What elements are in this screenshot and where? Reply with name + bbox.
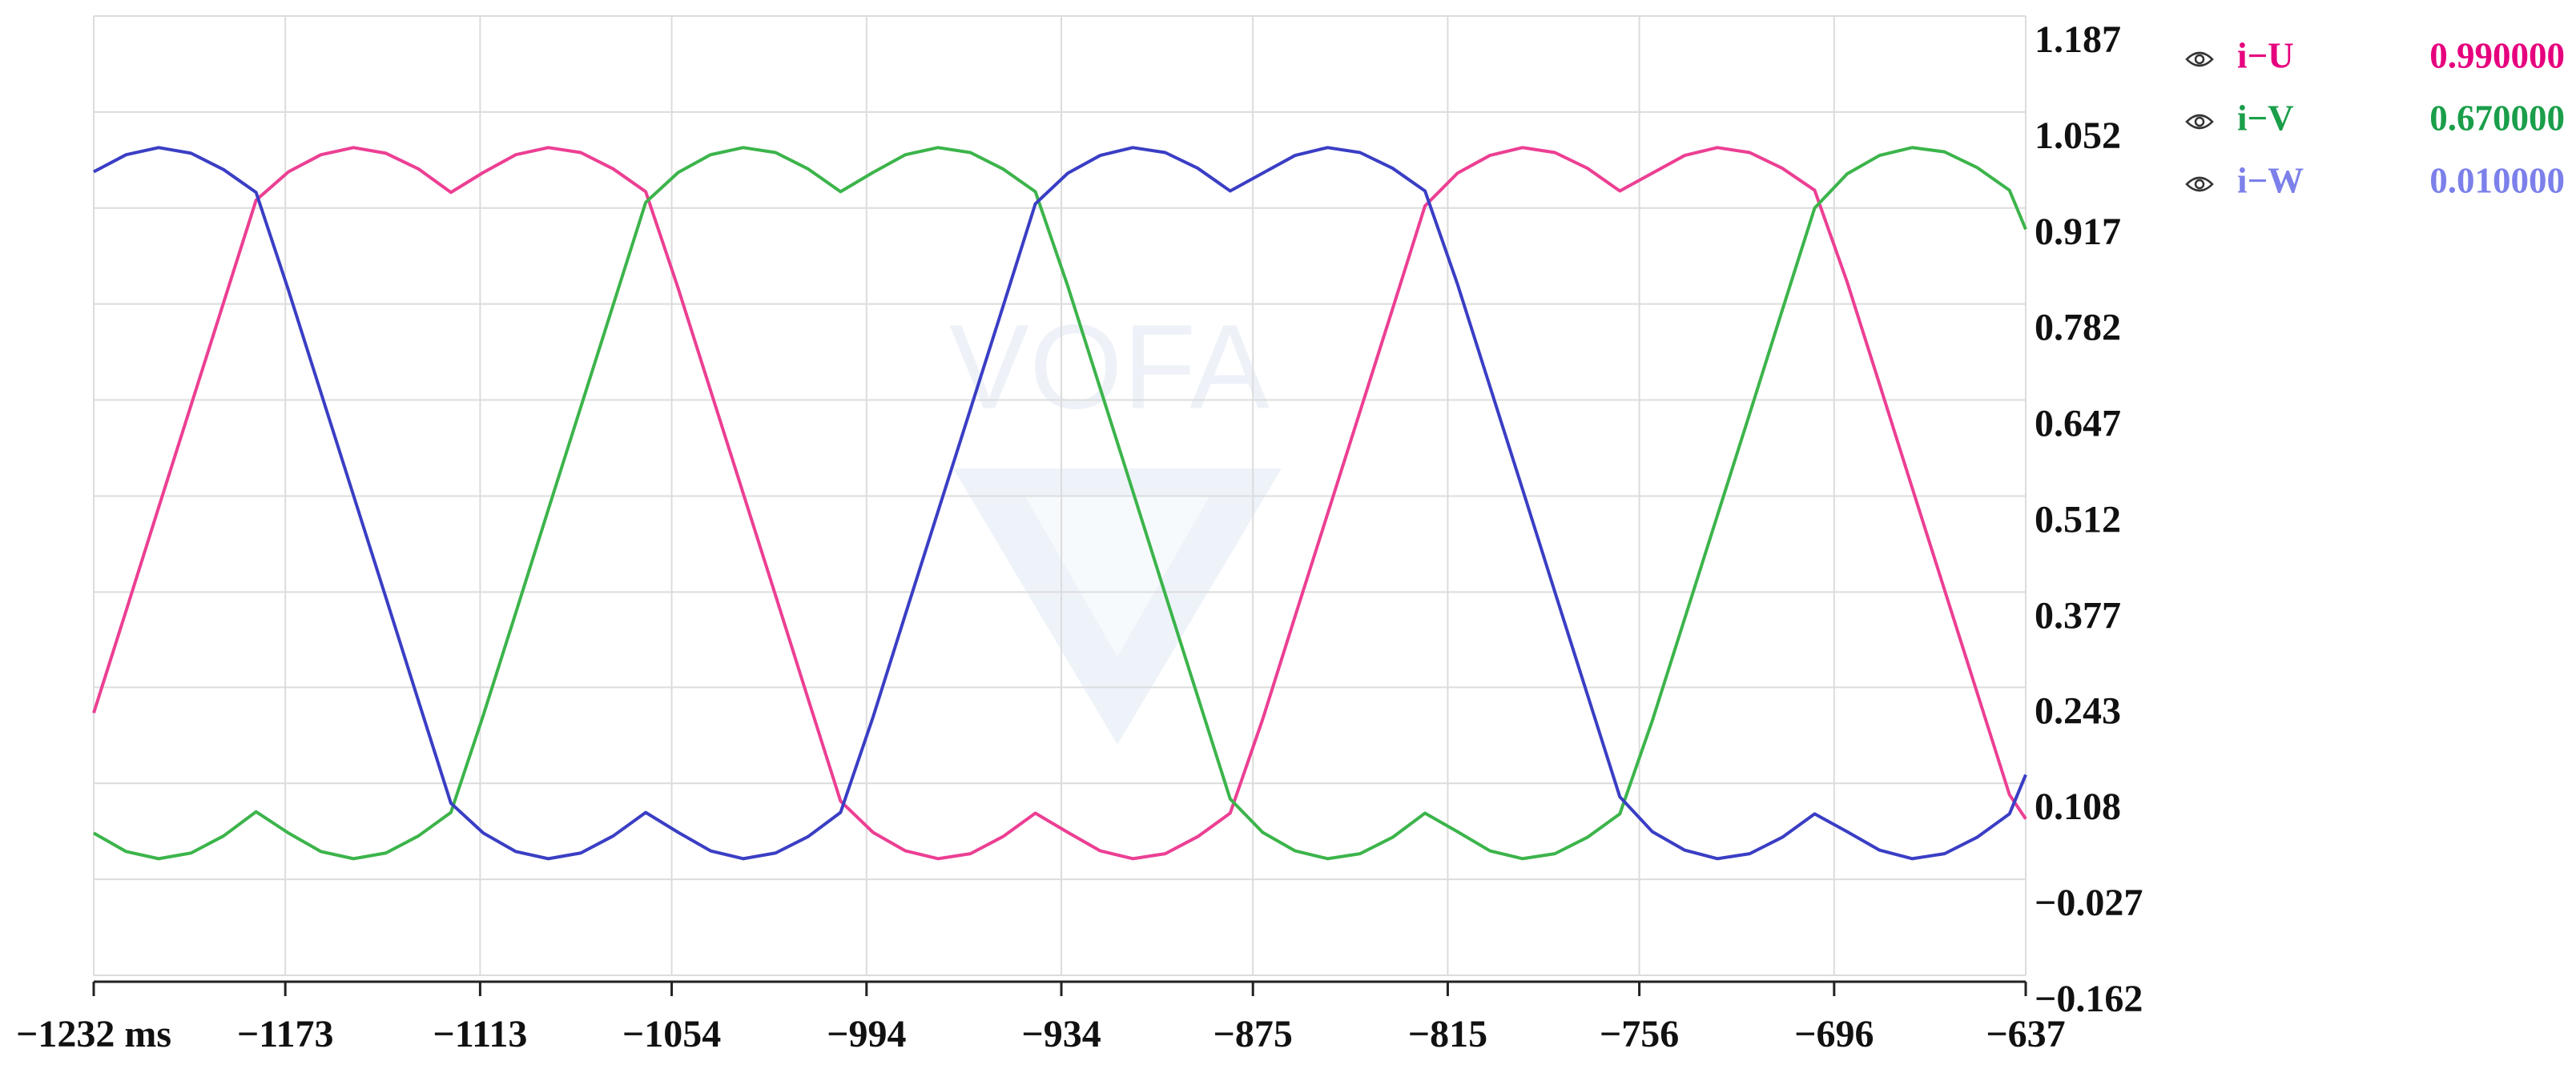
x-tick-label: −875 <box>1214 1013 1293 1055</box>
legend-name: i−U <box>2237 35 2294 75</box>
series-line <box>92 146 2027 861</box>
legend-eye-icon <box>2185 51 2214 67</box>
series-line <box>93 146 2027 861</box>
x-tick-label: −1232 ms <box>16 1013 171 1055</box>
watermark-logo-inner <box>1025 496 1210 657</box>
x-tick-label: −934 <box>1021 1013 1101 1055</box>
legend-eye-pupil <box>2194 54 2205 65</box>
legend-name: i−W <box>2237 160 2304 200</box>
y-tick-label: −0.027 <box>2035 882 2143 924</box>
grid <box>93 15 2027 976</box>
legend-value: 0.670000 <box>2429 98 2565 138</box>
legend-eye-icon <box>2185 176 2214 192</box>
x-tick-label: −1113 <box>433 1013 527 1055</box>
y-tick-label: 0.782 <box>2035 307 2121 349</box>
y-tick-label: 0.108 <box>2035 786 2121 828</box>
x-tick-label: −815 <box>1408 1013 1487 1055</box>
x-tick-label: −1054 <box>622 1013 721 1055</box>
y-tick-label: 0.647 <box>2035 403 2121 445</box>
legend-name: i−V <box>2237 98 2294 138</box>
y-tick-label: 0.917 <box>2035 211 2121 253</box>
watermark: VOFA <box>949 299 1282 745</box>
x-tick-label: −1173 <box>237 1013 334 1055</box>
y-tick-label: 0.243 <box>2035 689 2121 732</box>
y-tick-label: 1.052 <box>2035 115 2121 157</box>
legend-value: 0.990000 <box>2429 35 2565 75</box>
watermark-text: VOFA <box>949 299 1270 434</box>
legend-eye-pupil <box>2194 179 2205 190</box>
legend-value: 0.010000 <box>2429 160 2565 200</box>
x-tick-label: −637 <box>1986 1013 2065 1055</box>
x-tick-label: −994 <box>827 1013 906 1055</box>
y-tick-label: 0.377 <box>2035 594 2121 637</box>
x-tick-label: −696 <box>1794 1013 1874 1055</box>
y-tick-label: −0.162 <box>2035 978 2143 1020</box>
y-tick-label: 1.187 <box>2035 18 2121 61</box>
legend-item: i−U 0.990000 <box>2185 35 2565 75</box>
legend-eye-pupil <box>2194 116 2205 127</box>
legend-eye-icon <box>2185 114 2214 130</box>
legend-item: i−V 0.670000 <box>2185 98 2565 138</box>
series-line <box>93 146 2027 861</box>
legend-item: i−W 0.010000 <box>2185 160 2565 200</box>
x-tick-label: −756 <box>1600 1013 1679 1055</box>
y-tick-label: 0.512 <box>2035 498 2121 541</box>
